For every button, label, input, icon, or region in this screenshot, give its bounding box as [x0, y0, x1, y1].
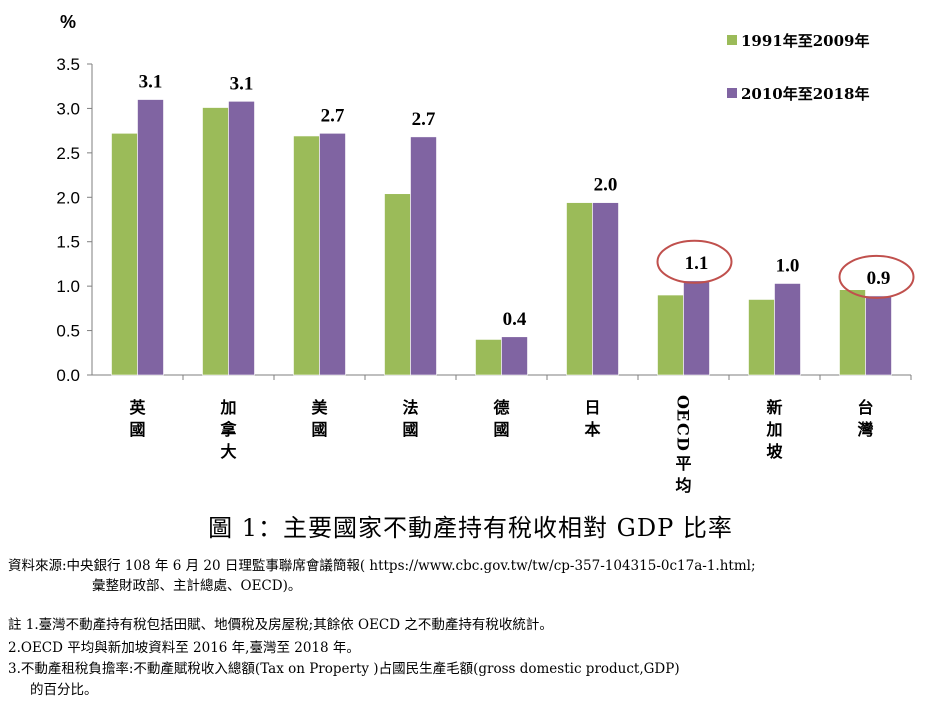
bar-1 [839, 289, 866, 376]
note-2: 2.OECD 平均與新加坡資料至 2016 年,臺灣至 2018 年。 [8, 640, 360, 656]
legend-swatch [727, 88, 737, 98]
category-label-char: O [674, 395, 693, 409]
y-tick-label: 2.5 [56, 144, 80, 163]
bar-2 [228, 101, 255, 376]
category-label-char: 日 [584, 398, 600, 417]
bar-2 [683, 280, 710, 376]
data-label: 2.0 [594, 175, 618, 196]
note-3: 3.不動產租稅負擔率:不動產賦稅收入總額(Tax on Property )占國… [8, 661, 680, 677]
category-label-char: 法 [402, 398, 418, 417]
category-label-char: 均 [675, 476, 691, 495]
category-label-char: 灣 [857, 420, 873, 439]
data-label: 1.0 [776, 255, 800, 276]
legend-label: 2010年至2018年 [741, 85, 870, 103]
bar-2 [592, 202, 619, 376]
y-tick-label: 1.5 [56, 233, 80, 252]
bar-1 [748, 299, 775, 376]
data-label: 3.1 [230, 73, 254, 94]
y-unit-label: % [60, 12, 76, 32]
legend: 1991年至2009年 2010年至2018年 [727, 32, 870, 103]
note-3-continued: 的百分比。 [30, 682, 98, 698]
category-label-char: D [674, 437, 693, 451]
y-tick-label: 3.0 [56, 99, 80, 118]
bar-2 [137, 99, 164, 376]
category-label-char: 美 [311, 398, 328, 417]
bar-1 [384, 193, 411, 376]
category-label-char: 台 [857, 398, 873, 417]
bar-2 [774, 283, 801, 376]
data-label: 0.9 [867, 268, 891, 289]
figure-caption: 圖 1：主要國家不動產持有稅收相對 GDP 比率 [208, 514, 733, 542]
category-label-char: E [674, 409, 693, 421]
category-label-char: 英 [128, 398, 146, 417]
category-label-char: 國 [129, 420, 145, 439]
category-label-char: 拿 [219, 420, 237, 439]
bar-1 [475, 339, 502, 376]
source-line-2: 彙整財政部、主計總處、OECD)。 [92, 578, 302, 594]
y-tick-label: 0.5 [56, 322, 80, 341]
highlight-circle [838, 254, 915, 299]
axes: % 0.0 0.5 1.0 1.5 2.0 2.5 3.0 3.5 [56, 12, 912, 385]
bar-chart: % 0.0 0.5 1.0 1.5 2.0 2.5 3.0 3.5 3.1 3.1 2.7 2.7 0.… [56, 12, 915, 495]
category-label-char: 新 [766, 398, 782, 417]
category-label-char: 國 [311, 420, 327, 439]
category-label-char: 德 [493, 398, 509, 417]
y-tick-label: 3.5 [56, 55, 80, 74]
data-labels: 3.1 3.1 2.7 2.7 0.4 2.0 1.1 1.0 0.9 [139, 72, 915, 330]
category-label-char: 本 [584, 420, 600, 439]
data-label: 3.1 [139, 72, 163, 93]
category-label-char: C [674, 423, 693, 436]
data-label: 2.7 [412, 109, 436, 130]
legend-swatch [727, 35, 737, 45]
bar-2 [865, 295, 892, 376]
data-label: 1.1 [685, 253, 709, 274]
y-tick-label: 1.0 [56, 277, 80, 296]
category-label-char: 坡 [766, 442, 783, 461]
bars [111, 99, 892, 376]
bar-1 [202, 107, 229, 376]
category-label-char: 加 [765, 420, 782, 439]
bar-1 [657, 294, 684, 376]
source-line-1: 資料來源:中央銀行 108 年 6 月 20 日理監事聯席會議簡報( https… [8, 558, 756, 574]
note-1: 註 1.臺灣不動產持有稅包括田賦、地價稅及房屋稅;其餘依 OECD 之不動產持有… [8, 617, 553, 633]
category-label-char: 國 [402, 420, 418, 439]
y-tick-label: 0.0 [56, 366, 80, 385]
bar-2 [501, 336, 528, 376]
category-label-char: 大 [220, 442, 236, 461]
category-label-char: 平 [675, 454, 691, 473]
category-label-char: 加 [219, 398, 236, 417]
bar-1 [566, 202, 593, 376]
bar-1 [111, 133, 138, 376]
legend-label: 1991年至2009年 [741, 32, 870, 50]
highlight-circle [656, 239, 733, 284]
bar-2 [319, 133, 346, 376]
category-label-char: 國 [493, 420, 509, 439]
data-label: 0.4 [503, 309, 527, 330]
y-tick-label: 2.0 [56, 188, 80, 207]
bar-2 [410, 136, 437, 376]
bar-1 [293, 135, 320, 376]
data-label: 2.7 [321, 105, 345, 126]
